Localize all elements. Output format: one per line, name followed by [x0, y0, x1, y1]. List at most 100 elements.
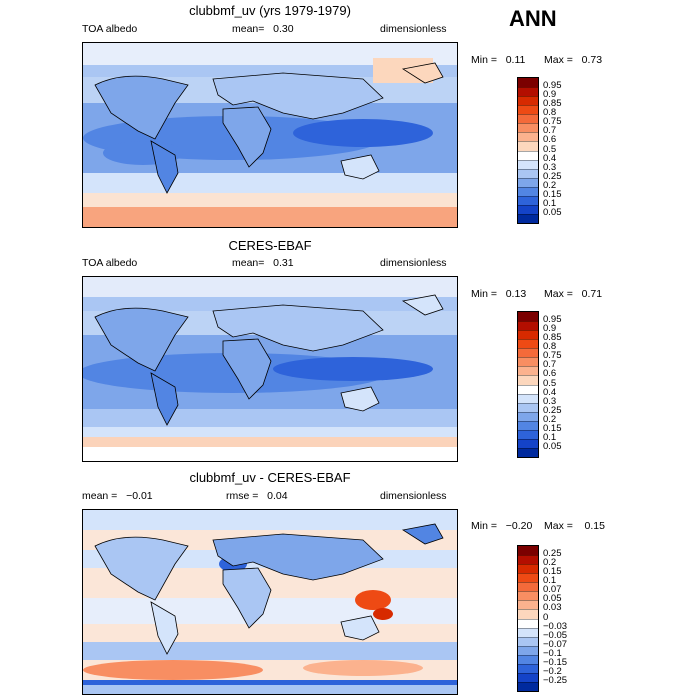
colorbar-tick-label: 0.03: [543, 602, 562, 614]
colorbar-tick-label: 0.15: [543, 566, 562, 578]
colorbar-swatch: [518, 618, 538, 628]
colorbar-swatch: [518, 384, 538, 394]
colorbar-swatch: [518, 645, 538, 655]
colorbar-tick-label: −0.25: [543, 674, 568, 686]
panel-1-units-label: dimensionless: [380, 23, 447, 35]
colorbar-swatch: [518, 555, 538, 565]
colorbar-swatch: [518, 654, 538, 664]
panel-3-map: [82, 509, 458, 695]
colorbar-tick-label: 0.8: [543, 107, 557, 119]
colorbar-swatch: [518, 609, 538, 619]
colorbar-swatch: [518, 366, 538, 376]
panel-1-min-label: Min = 0.11: [471, 54, 526, 66]
colorbar-tick-label: 0.25: [543, 404, 562, 416]
panel-1-variable-label: TOA albedo: [82, 23, 138, 35]
colorbar-tick-label: 0.95: [543, 314, 562, 326]
colorbar-swatch: [518, 438, 538, 448]
panel-2-min-label: Min = 0.13: [471, 288, 527, 300]
panel-3-colorbar: [517, 545, 539, 692]
colorbar-tick-label: 0.5: [543, 143, 557, 155]
panel-2-units-label: dimensionless: [380, 257, 447, 269]
colorbar-tick-label: 0.05: [543, 593, 562, 605]
panel-2-title: CERES-EBAF: [228, 238, 312, 253]
colorbar-swatch: [518, 123, 538, 133]
colorbar-tick-label: 0.85: [543, 98, 562, 110]
panel-1-title: clubbmf_uv (yrs 1979-1979): [189, 3, 351, 18]
colorbar-swatch: [518, 321, 538, 331]
panel-1-max-label: Max = 0.73: [544, 54, 603, 66]
colorbar-tick-label: −0.07: [543, 638, 568, 650]
colorbar-tick-label: 0.5: [543, 377, 557, 389]
colorbar-swatch: [518, 402, 538, 412]
colorbar-tick-label: 0.75: [543, 350, 562, 362]
colorbar-tick-label: 0.25: [543, 548, 562, 560]
panel-2-mean-label: mean= 0.31: [232, 257, 294, 269]
colorbar-swatch: [518, 411, 538, 421]
colorbar-tick-label: 0.75: [543, 116, 562, 128]
panel-1-mean-label: mean= 0.30: [232, 23, 294, 35]
colorbar-tick-label: 0.1: [543, 431, 557, 443]
colorbar-swatch: [518, 393, 538, 403]
colorbar-swatch: [518, 600, 538, 610]
panel-2-map-canvas: [83, 277, 457, 461]
colorbar-tick-label: 0.07: [543, 584, 562, 596]
colorbar-swatch: [518, 330, 538, 340]
colorbar-tick-label: 0.2: [543, 413, 557, 425]
colorbar-swatch: [518, 213, 538, 223]
colorbar-tick-label: 0.6: [543, 134, 557, 146]
colorbar-tick-label: −0.05: [543, 629, 568, 641]
colorbar-swatch: [518, 564, 538, 574]
colorbar-swatch: [518, 681, 538, 691]
colorbar-swatch: [518, 150, 538, 160]
colorbar-tick-label: 0: [543, 611, 549, 623]
panel-3-rmse-label: rmse = 0.04: [226, 490, 288, 502]
panel-3-max-label: Max = 0.15: [544, 520, 605, 532]
colorbar-tick-label: 0.8: [543, 341, 557, 353]
colorbar-tick-label: 0.25: [543, 170, 562, 182]
panel-1-map: [82, 42, 458, 228]
colorbar-tick-label: 0.3: [543, 395, 557, 407]
colorbar-swatch: [518, 591, 538, 601]
colorbar-swatch: [518, 312, 538, 322]
panel-3-title: clubbmf_uv - CERES-EBAF: [189, 470, 351, 485]
colorbar-tick-label: 0.4: [543, 386, 557, 398]
colorbar-tick-label: 0.15: [543, 188, 562, 200]
colorbar-swatch: [518, 672, 538, 682]
panel-2-variable-label: TOA albedo: [82, 257, 138, 269]
colorbar-swatch: [518, 78, 538, 88]
colorbar-swatch: [518, 168, 538, 178]
panel-3-min-label: Min = −0.20: [471, 520, 533, 532]
colorbar-tick-label: 0.3: [543, 161, 557, 173]
colorbar-swatch: [518, 87, 538, 97]
colorbar-swatch: [518, 105, 538, 115]
colorbar-swatch: [518, 339, 538, 349]
colorbar-swatch: [518, 582, 538, 592]
colorbar-swatch: [518, 114, 538, 124]
colorbar-tick-label: 0.05: [543, 206, 562, 218]
colorbar-swatch: [518, 375, 538, 385]
panel-1-map-canvas: [83, 43, 457, 227]
colorbar-tick-label: 0.9: [543, 323, 557, 335]
colorbar-tick-label: 0.85: [543, 332, 562, 344]
colorbar-tick-label: 0.2: [543, 557, 557, 569]
colorbar-tick-label: 0.95: [543, 80, 562, 92]
colorbar-swatch: [518, 447, 538, 457]
colorbar-swatch: [518, 627, 538, 637]
colorbar-tick-label: 0.15: [543, 422, 562, 434]
panel-2-map: [82, 276, 458, 462]
colorbar-tick-label: 0.4: [543, 152, 557, 164]
colorbar-swatch: [518, 420, 538, 430]
colorbar-tick-label: 0.1: [543, 575, 557, 587]
colorbar-tick-label: 0.6: [543, 368, 557, 380]
colorbar-tick-label: 0.2: [543, 179, 557, 191]
panel-3-map-canvas: [83, 510, 457, 694]
colorbar-swatch: [518, 186, 538, 196]
colorbar-tick-label: 0.05: [543, 440, 562, 452]
colorbar-swatch: [518, 429, 538, 439]
colorbar-tick-label: 0.9: [543, 89, 557, 101]
colorbar-swatch: [518, 573, 538, 583]
colorbar-tick-label: 0.7: [543, 359, 557, 371]
colorbar-swatch: [518, 348, 538, 358]
season-label: ANN: [509, 6, 557, 31]
colorbar-swatch: [518, 177, 538, 187]
